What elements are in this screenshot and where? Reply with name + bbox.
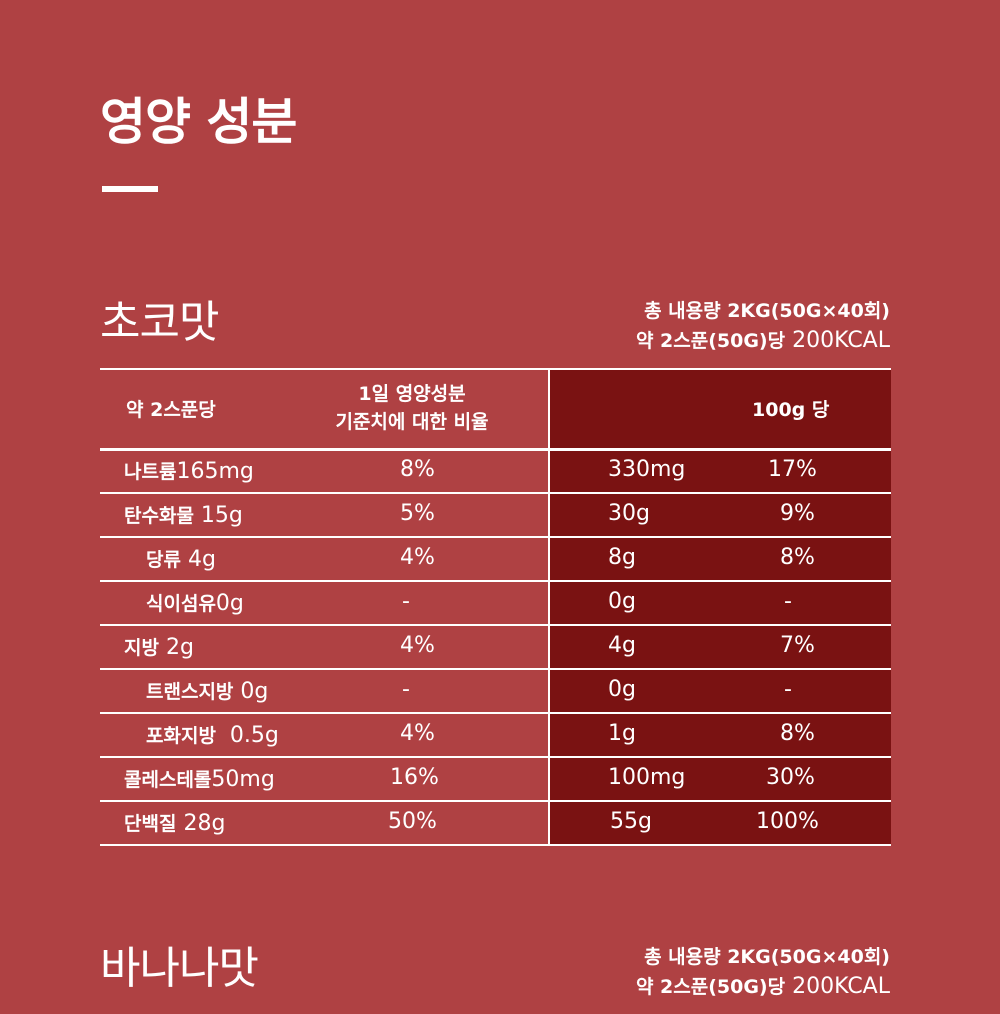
header-daily-value-line1: 1일 영양성분 (358, 383, 466, 405)
row-divider (100, 668, 891, 670)
row-daily-pct: - (402, 677, 410, 702)
total-amount: 총 내용량 2KG(50G×40회) (644, 300, 890, 322)
page-title: 영양 성분 (100, 93, 297, 151)
header-serving: 약 2스푼당 (126, 399, 216, 421)
table-bottom-border (100, 844, 891, 846)
row-per100g-pct: - (784, 677, 792, 702)
header-divider (100, 448, 891, 451)
row-label: 트랜스지방 0g (146, 679, 269, 704)
row-per100g-pct: - (784, 589, 792, 614)
row-divider (100, 756, 891, 758)
row-divider (100, 536, 891, 538)
row-daily-pct: 4% (400, 545, 435, 570)
row-per100g-pct: 17% (768, 457, 817, 482)
row-daily-pct: 4% (400, 721, 435, 746)
header-daily-value: 1일 영양성분 기준치에 대한 비율 (322, 380, 502, 436)
row-per100g: 0g (608, 677, 636, 702)
row-label: 단백질 28g (124, 811, 226, 836)
row-label: 지방 2g (124, 635, 194, 660)
row-divider (100, 624, 891, 626)
row-per100g: 1g (608, 721, 636, 746)
row-daily-pct: 4% (400, 633, 435, 658)
row-label: 나트륨165mg (124, 459, 254, 484)
row-per100g-pct: 8% (780, 721, 815, 746)
row-label: 식이섬유0g (146, 591, 244, 616)
row-label: 포화지방 0.5g (146, 723, 279, 748)
row-per100g: 100mg (608, 765, 686, 790)
row-label: 콜레스테롤50mg (124, 767, 275, 792)
row-divider (100, 492, 891, 494)
row-per100g-pct: 9% (780, 501, 815, 526)
row-per100g: 4g (608, 633, 636, 658)
row-divider (100, 712, 891, 714)
row-per100g-pct: 30% (766, 765, 815, 790)
row-per100g-pct: 7% (780, 633, 815, 658)
total-amount: 총 내용량 2KG(50G×40회) (644, 946, 890, 968)
section-name-banana: 바나나맛 (100, 943, 259, 994)
serving-size: 약 2스푼(50G)당 (635, 976, 786, 998)
row-per100g: 30g (608, 501, 650, 526)
calories: 200KCAL (785, 328, 890, 353)
serving-info-choco: 총 내용량 2KG(50G×40회) 약 2스푼(50G)당 200KCAL (636, 296, 890, 356)
row-divider (100, 580, 891, 582)
serving-size: 약 2스푼(50G)당 (635, 330, 786, 352)
calories: 200KCAL (785, 974, 890, 999)
section-name-choco: 초코맛 (100, 297, 219, 348)
per100g-column-bg (549, 368, 891, 846)
header-per100g: 100g 당 (752, 399, 830, 421)
row-daily-pct: 5% (400, 501, 435, 526)
header-daily-value-line2: 기준치에 대한 비율 (335, 411, 489, 433)
row-per100g: 0g (608, 589, 636, 614)
row-label: 당류 4g (146, 547, 216, 572)
row-divider (100, 800, 891, 802)
row-per100g: 8g (608, 545, 636, 570)
row-per100g: 55g (610, 809, 652, 834)
row-per100g-pct: 8% (780, 545, 815, 570)
row-daily-pct: 16% (390, 765, 439, 790)
row-daily-pct: 50% (388, 809, 437, 834)
column-divider (548, 368, 550, 846)
row-label: 탄수화물 15g (124, 503, 243, 528)
serving-info-banana: 총 내용량 2KG(50G×40회) 약 2스푼(50G)당 200KCAL (636, 942, 890, 1002)
row-daily-pct: - (402, 589, 410, 614)
nutrition-table: 약 2스푼당 1일 영양성분 기준치에 대한 비율 100g 당 나트륨165m… (100, 368, 891, 846)
table-top-border (100, 368, 891, 370)
row-per100g: 330mg (608, 457, 686, 482)
row-daily-pct: 8% (400, 457, 435, 482)
title-underline (102, 186, 158, 192)
row-per100g-pct: 100% (756, 809, 819, 834)
